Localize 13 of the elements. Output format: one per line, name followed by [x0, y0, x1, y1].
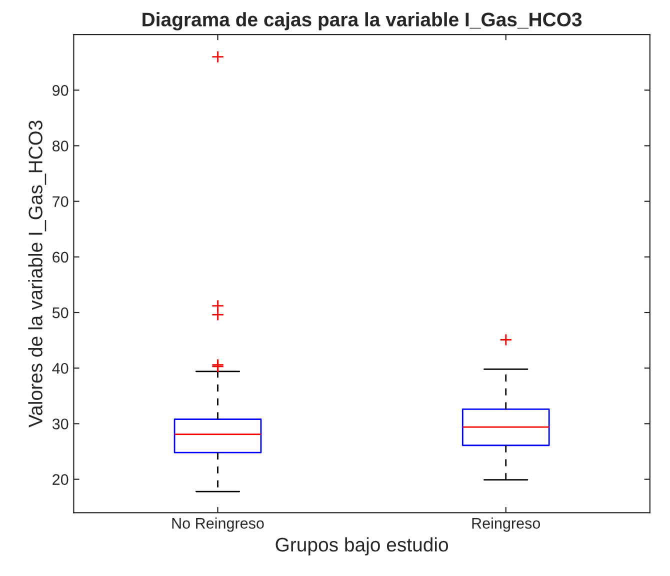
y-tick-label: 80	[52, 140, 68, 152]
y-tick-label: 90	[52, 85, 68, 96]
x-axis-title: Grupos bajo estudio	[276, 537, 448, 556]
x-tick-label: Reingreso	[472, 518, 540, 532]
y-tick-label: 70	[52, 196, 68, 208]
y-tick-label: 20	[52, 474, 68, 485]
y-tick-label: 60	[52, 252, 68, 263]
x-tick-label: No Reingreso	[172, 518, 264, 532]
y-tick-label: 30	[52, 418, 68, 430]
y-tick-label: 50	[52, 307, 68, 318]
y-axis-title: Valores de la variable I_Gas_HCO3	[28, 120, 46, 428]
y-tick-label: 40	[52, 362, 68, 374]
chart-title: Diagrama de cajas para la variable I_Gas_HCO3	[142, 12, 582, 30]
